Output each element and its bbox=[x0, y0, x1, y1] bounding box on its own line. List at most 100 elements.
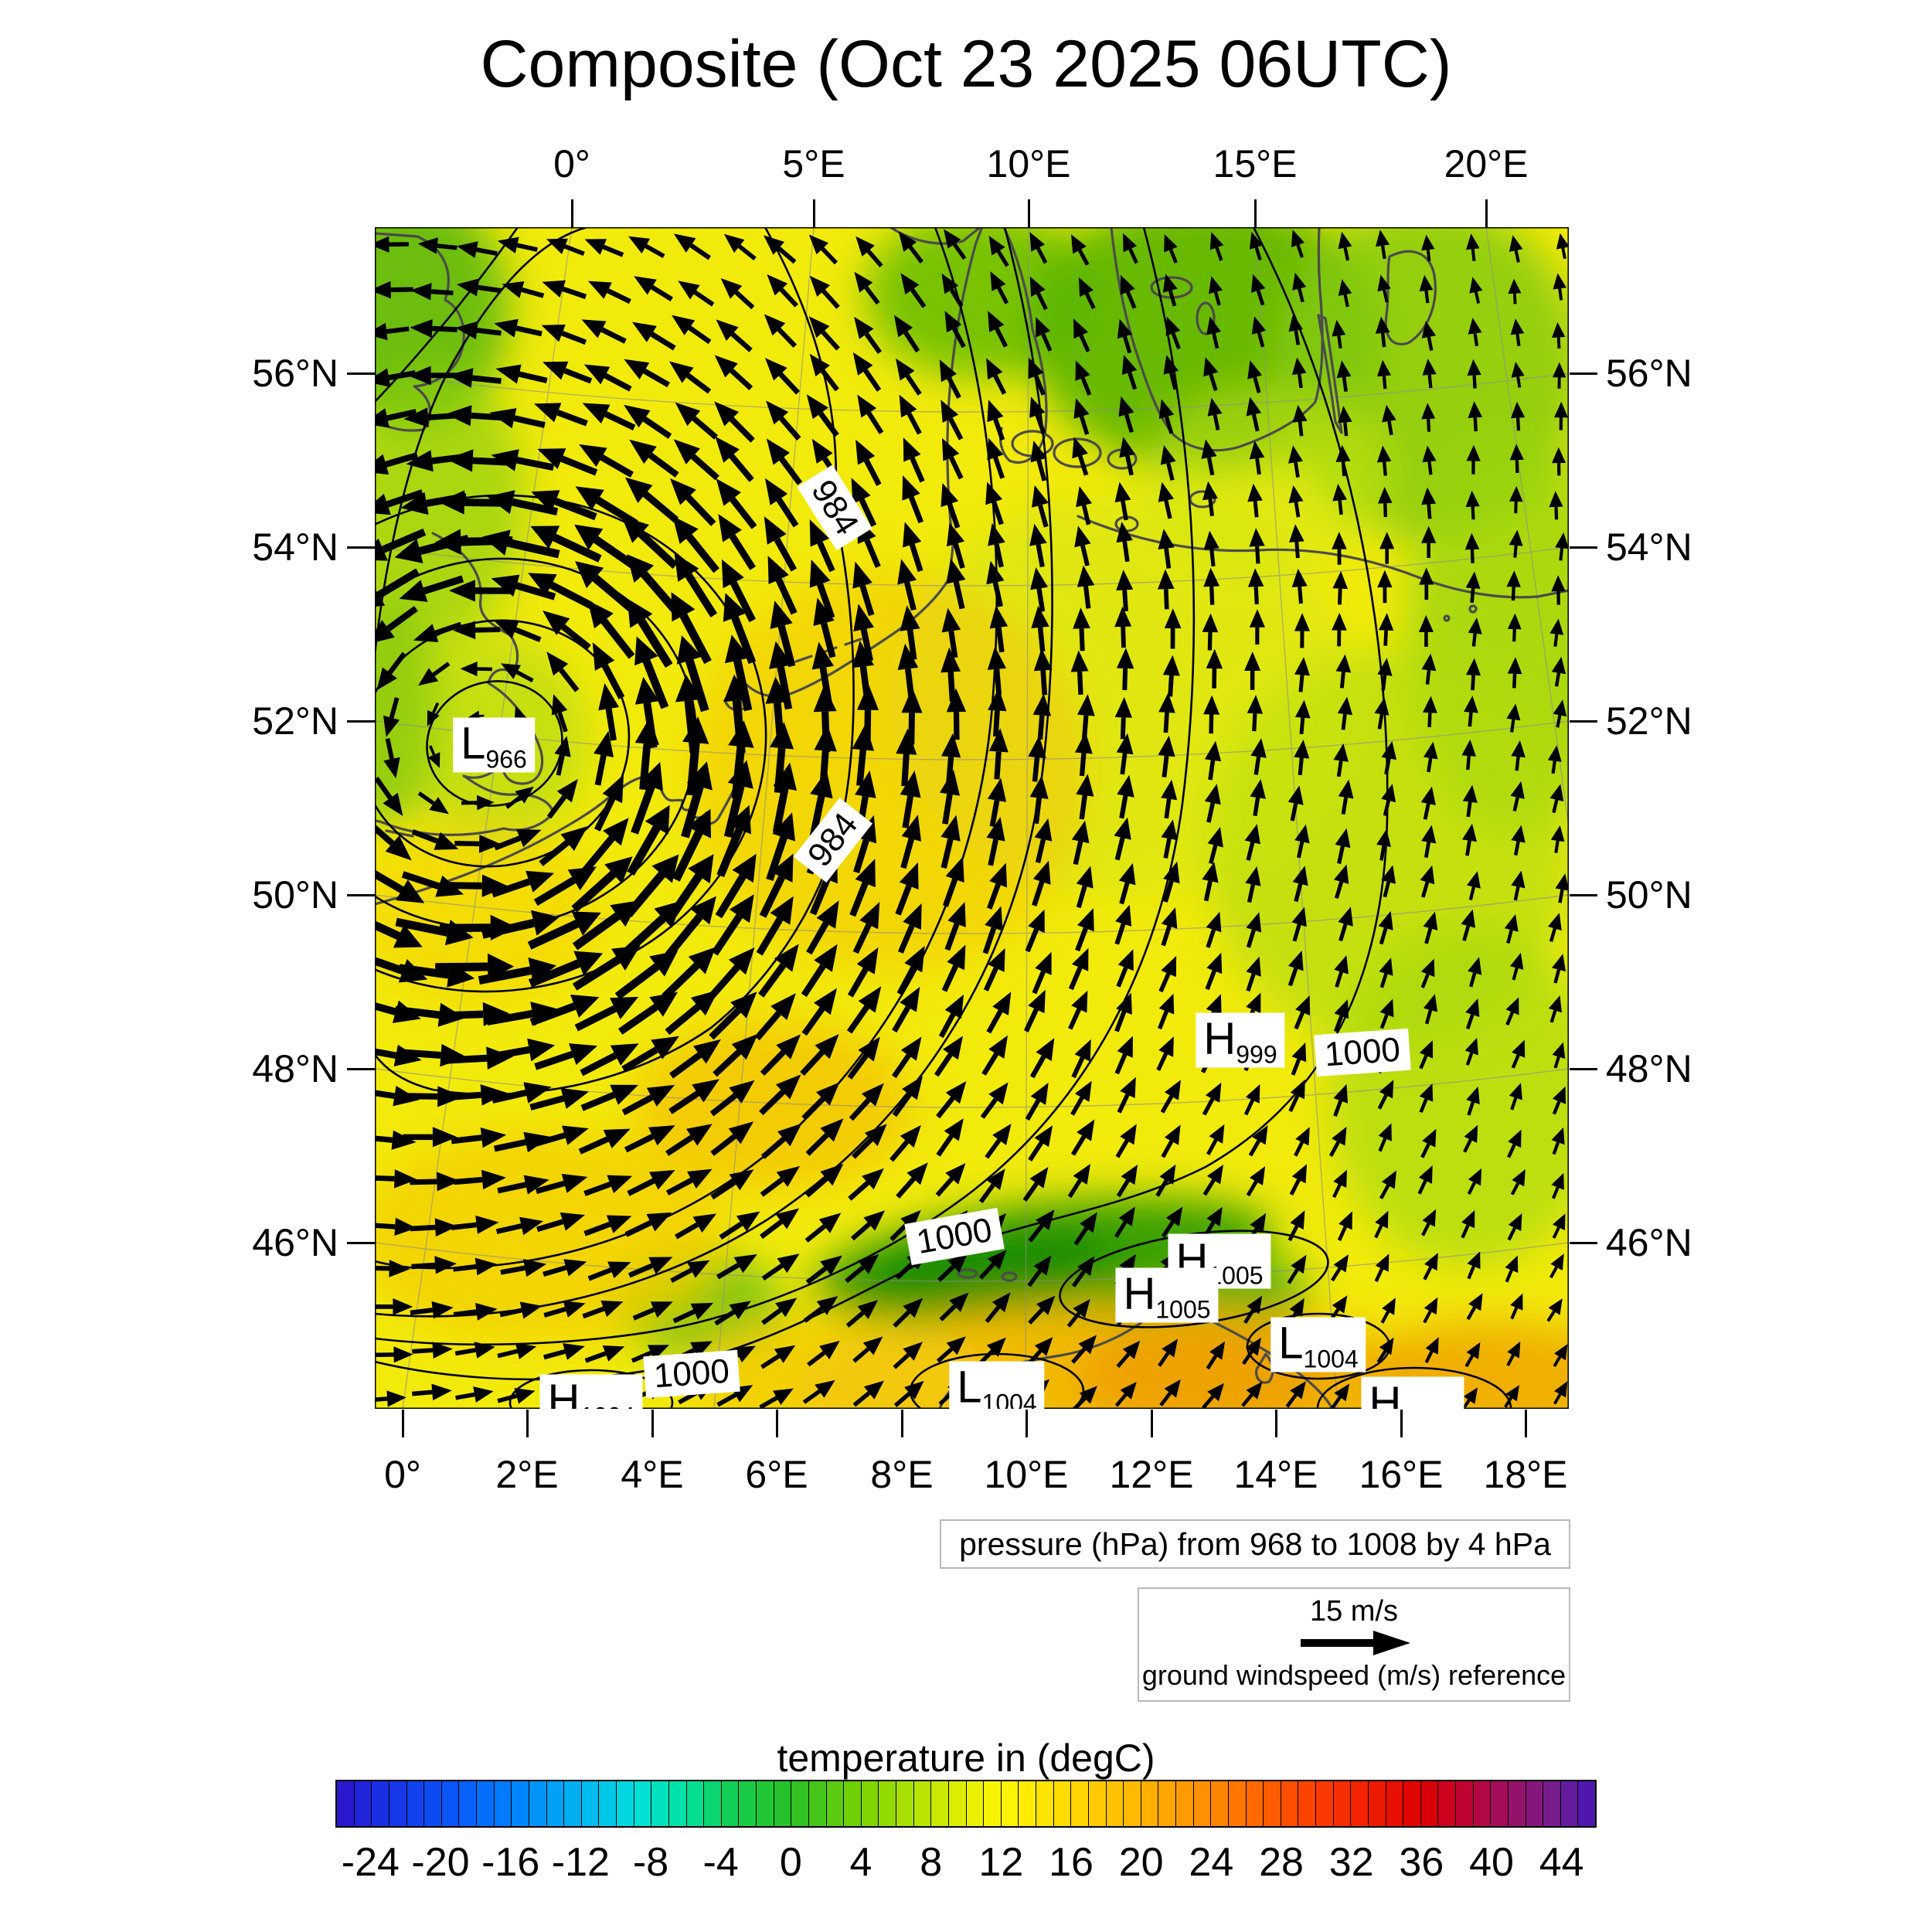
colorbar-tick-label: 44 bbox=[1539, 1840, 1584, 1885]
colorbar-cell bbox=[668, 1781, 687, 1826]
colorbar-cell bbox=[1526, 1781, 1544, 1826]
pressure-center-letter: H bbox=[1369, 1377, 1402, 1410]
colorbar-cell bbox=[1281, 1781, 1299, 1826]
colorbar-cell bbox=[1403, 1781, 1421, 1826]
colorbar-cell bbox=[984, 1781, 1002, 1826]
colorbar-cell bbox=[1228, 1781, 1247, 1826]
pressure-center-value: 1004 bbox=[1303, 1345, 1359, 1373]
longitude-tick-bottom bbox=[1026, 1410, 1028, 1437]
latitude-tick-right bbox=[1570, 1242, 1597, 1244]
colorbar-cell bbox=[1491, 1781, 1509, 1826]
colorbar-cell bbox=[1124, 1781, 1141, 1826]
latitude-label-left: 52°N bbox=[252, 699, 338, 743]
longitude-label-bottom: 18°E bbox=[1483, 1453, 1568, 1496]
colorbar-cell bbox=[1456, 1781, 1474, 1826]
colorbar-cell bbox=[704, 1781, 722, 1826]
colorbar-cell bbox=[529, 1781, 547, 1826]
wind-reference-box: 15 m/s ground windspeed (m/s) reference bbox=[1138, 1587, 1570, 1702]
colorbar-cell bbox=[1560, 1781, 1579, 1826]
colorbar-cell bbox=[634, 1781, 652, 1826]
pressure-center-letter: H bbox=[1203, 1013, 1236, 1064]
colorbar-cell bbox=[372, 1781, 389, 1826]
colorbar-cell bbox=[599, 1781, 617, 1826]
longitude-tick-bottom bbox=[901, 1410, 903, 1437]
colorbar-cell bbox=[721, 1781, 740, 1826]
colorbar-cell bbox=[1438, 1781, 1456, 1826]
longitude-tick-bottom bbox=[776, 1410, 778, 1437]
contour-inline-label: 984 bbox=[793, 797, 873, 883]
wind-reference-speed: 15 m/s bbox=[1309, 1595, 1399, 1628]
figure-title: Composite (Oct 23 2025 06UTC) bbox=[480, 27, 1452, 101]
colorbar-cell bbox=[1141, 1781, 1159, 1826]
longitude-label-top: 5°E bbox=[782, 142, 845, 185]
latitude-label-left: 54°N bbox=[252, 526, 338, 569]
pressure-center-label: H1005 bbox=[1115, 1267, 1219, 1324]
colorbar-cell bbox=[617, 1781, 634, 1826]
pressure-center-value: 1004 bbox=[580, 1403, 634, 1410]
pressure-center-letter: L bbox=[957, 1362, 982, 1410]
colorbar-tick-label: -8 bbox=[632, 1840, 669, 1885]
colorbar-cell bbox=[686, 1781, 705, 1826]
latitude-label-left: 46°N bbox=[252, 1221, 338, 1264]
longitude-tick-bottom bbox=[1400, 1410, 1403, 1437]
colorbar-tick-label: -16 bbox=[481, 1840, 540, 1885]
longitude-tick-top bbox=[813, 199, 815, 227]
longitude-tick-top bbox=[571, 199, 573, 227]
colorbar-cell bbox=[1473, 1781, 1492, 1826]
pressure-center-label: H1004 bbox=[539, 1374, 643, 1410]
colorbar-cell bbox=[948, 1781, 967, 1826]
map-panel: L966H999H1005H1005L1004L1004H1004H100798… bbox=[375, 227, 1569, 1409]
latitude-tick-left bbox=[347, 372, 375, 375]
colorbar-tick-label: -4 bbox=[702, 1840, 739, 1885]
latitude-tick-right bbox=[1570, 1068, 1597, 1070]
colorbar-cell bbox=[808, 1781, 827, 1826]
pressure-center-label: L1004 bbox=[949, 1361, 1045, 1410]
pressure-caption-text: pressure (hPa) from 968 to 1008 by 4 hPa bbox=[959, 1526, 1551, 1562]
colorbar-cell bbox=[791, 1781, 809, 1826]
latitude-label-right: 56°N bbox=[1606, 352, 1692, 395]
colorbar-cell bbox=[1001, 1781, 1019, 1826]
contour-inline-label: 1000 bbox=[643, 1349, 740, 1399]
colorbar-cell bbox=[931, 1781, 949, 1826]
pressure-center-label: L1004 bbox=[1270, 1317, 1366, 1373]
longitude-label-top: 15°E bbox=[1213, 142, 1298, 185]
longitude-tick-top bbox=[1254, 199, 1257, 227]
map-canvas bbox=[375, 227, 1569, 1409]
latitude-tick-right bbox=[1570, 720, 1597, 723]
colorbar-tick-label: 20 bbox=[1118, 1840, 1164, 1885]
latitude-label-right: 54°N bbox=[1606, 526, 1692, 569]
colorbar-tick-label: -12 bbox=[551, 1840, 610, 1885]
longitude-label-bottom: 16°E bbox=[1359, 1453, 1444, 1496]
colorbar-tick-label: -20 bbox=[411, 1840, 470, 1885]
longitude-label-top: 0° bbox=[553, 142, 590, 185]
colorbar-tick-label: 36 bbox=[1399, 1840, 1444, 1885]
colorbar-cell bbox=[879, 1781, 896, 1826]
longitude-label-bottom: 10°E bbox=[984, 1453, 1069, 1496]
contour-inline-label: 1000 bbox=[904, 1207, 1005, 1266]
colorbar-cell bbox=[477, 1781, 495, 1826]
latitude-tick-right bbox=[1570, 372, 1597, 375]
latitude-label-right: 46°N bbox=[1606, 1221, 1692, 1264]
colorbar bbox=[335, 1780, 1597, 1828]
colorbar-cell bbox=[1508, 1781, 1526, 1826]
colorbar-cell bbox=[1368, 1781, 1386, 1826]
latitude-label-right: 48°N bbox=[1606, 1047, 1692, 1090]
colorbar-tick-label: 16 bbox=[1049, 1840, 1094, 1885]
colorbar-title: temperature in (degC) bbox=[777, 1736, 1155, 1780]
colorbar-cell bbox=[389, 1781, 407, 1826]
pressure-center-label: H999 bbox=[1196, 1012, 1285, 1069]
colorbar-cell bbox=[1088, 1781, 1107, 1826]
longitude-tick-top bbox=[1028, 199, 1030, 227]
colorbar-tick-label: 0 bbox=[779, 1840, 802, 1885]
colorbar-cell bbox=[441, 1781, 460, 1826]
latitude-tick-right bbox=[1570, 894, 1597, 896]
colorbar-cell bbox=[354, 1781, 372, 1826]
colorbar-cell bbox=[1578, 1781, 1595, 1826]
pressure-center-letter: L bbox=[1278, 1318, 1304, 1369]
longitude-tick-bottom bbox=[402, 1410, 404, 1437]
pressure-center-value: 1007 bbox=[1401, 1405, 1456, 1410]
longitude-label-bottom: 2°E bbox=[495, 1453, 559, 1496]
colorbar-tick-label: 28 bbox=[1259, 1840, 1304, 1885]
colorbar-cell bbox=[1158, 1781, 1176, 1826]
colorbar-cell bbox=[564, 1781, 582, 1826]
